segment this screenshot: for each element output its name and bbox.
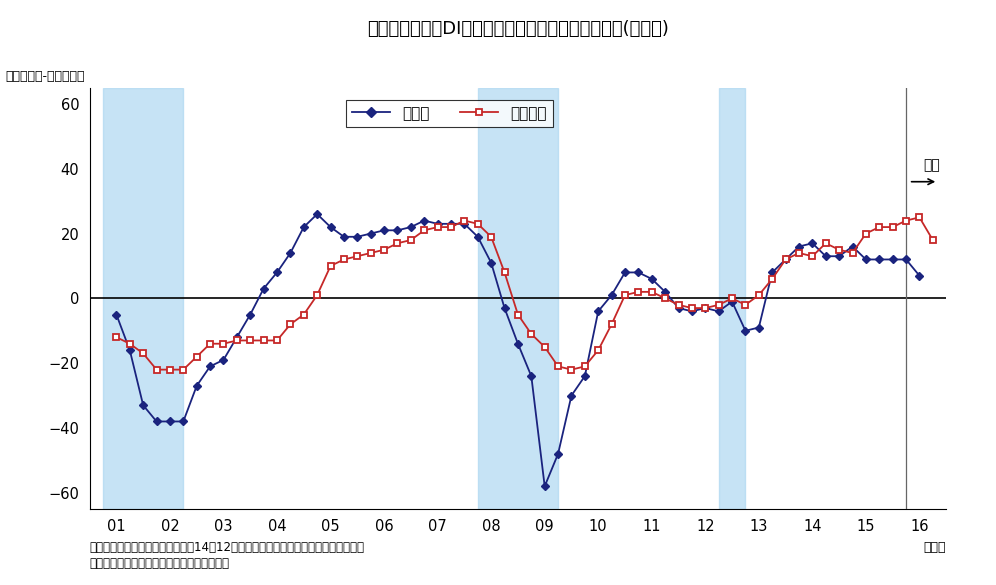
Bar — [719, 88, 745, 509]
製造業 — [311, 211, 323, 218]
Text: （「良い」-「悪い」）: （「良い」-「悪い」） — [5, 70, 85, 82]
非製造業 — [927, 236, 939, 243]
製造業 — [566, 392, 578, 399]
Text: 足元の業況判断DIは横ばい、先行きはかなりの悪化(大企業): 足元の業況判断DIは横ばい、先行きはかなりの悪化(大企業) — [367, 20, 669, 39]
非製造業 — [191, 353, 203, 360]
製造業 — [271, 269, 283, 276]
製造業 — [111, 311, 123, 318]
非製造業 — [620, 291, 631, 298]
製造業 — [298, 223, 310, 230]
非製造業 — [834, 246, 846, 253]
Bar — [103, 88, 183, 509]
製造業 — [913, 272, 925, 279]
Text: （注）シャドーは景気後退期間、14年12月調査以降は調査対象見直し後の新ベース: （注）シャドーは景気後退期間、14年12月調査以降は調査対象見直し後の新ベース — [90, 541, 365, 554]
Text: 予測: 予測 — [923, 158, 940, 172]
製造業 — [539, 483, 551, 490]
Line: 非製造業: 非製造業 — [113, 214, 936, 373]
非製造業 — [285, 321, 297, 328]
非製造業 — [150, 366, 162, 373]
Bar — [478, 88, 558, 509]
Line: 製造業: 製造業 — [114, 211, 922, 490]
非製造業 — [525, 331, 537, 338]
製造業 — [620, 269, 631, 276]
製造業 — [834, 253, 846, 260]
非製造業 — [338, 256, 350, 263]
Text: （年）: （年） — [923, 541, 946, 554]
非製造業 — [111, 333, 123, 340]
非製造業 — [913, 214, 925, 221]
製造業 — [405, 223, 417, 230]
Text: （資料）日本銀行「企業短期経済観測調査」: （資料）日本銀行「企業短期経済観測調査」 — [90, 557, 230, 570]
Legend: 製造業, 非製造業: 製造業, 非製造業 — [346, 99, 553, 127]
